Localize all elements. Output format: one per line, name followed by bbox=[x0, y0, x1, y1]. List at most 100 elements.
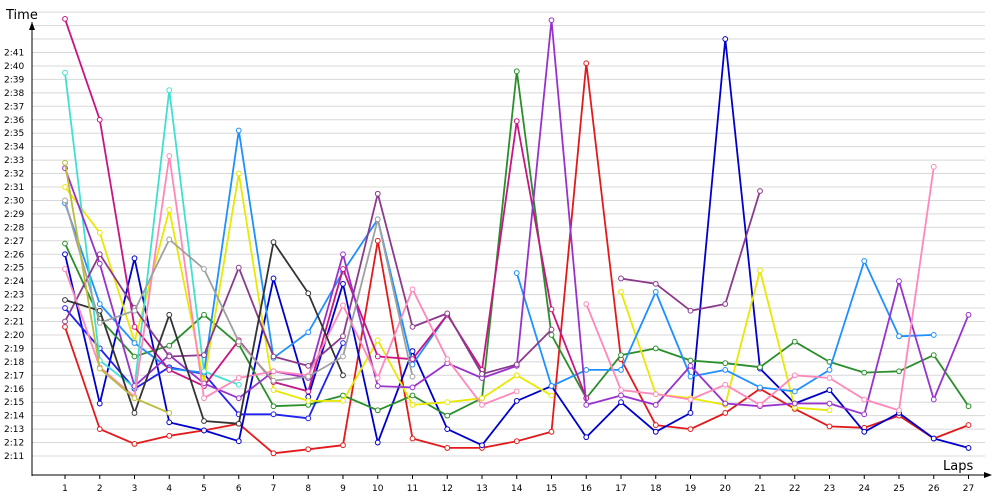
data-point bbox=[965, 445, 972, 451]
data-point bbox=[687, 357, 694, 364]
series-line bbox=[585, 166, 935, 412]
data-point bbox=[96, 260, 103, 267]
data-point bbox=[618, 387, 624, 393]
y-tick-label: 2:27 bbox=[4, 237, 24, 247]
data-point bbox=[722, 400, 729, 407]
series-line bbox=[64, 38, 969, 449]
data-point bbox=[96, 426, 103, 433]
data-point bbox=[409, 373, 416, 380]
data-point bbox=[166, 410, 173, 416]
data-point bbox=[340, 251, 346, 258]
x-tick-label: 21 bbox=[754, 484, 765, 494]
series-line bbox=[64, 72, 240, 389]
data-point bbox=[166, 367, 173, 373]
data-point bbox=[444, 445, 451, 451]
data-point bbox=[722, 360, 729, 367]
data-point bbox=[513, 118, 520, 124]
data-point bbox=[96, 307, 103, 314]
data-point bbox=[201, 368, 207, 375]
data-point bbox=[444, 412, 451, 419]
data-point bbox=[479, 371, 485, 377]
data-point bbox=[548, 383, 555, 389]
data-point bbox=[131, 307, 138, 314]
y-tick-label: 2:16 bbox=[4, 385, 24, 395]
data-point bbox=[270, 411, 277, 418]
data-point bbox=[965, 403, 972, 410]
data-point bbox=[201, 418, 207, 424]
data-point bbox=[374, 407, 381, 414]
data-point bbox=[166, 353, 173, 360]
x-tick-label: 20 bbox=[720, 484, 732, 494]
data-point bbox=[96, 251, 103, 258]
data-point bbox=[548, 306, 555, 313]
data-point bbox=[652, 289, 659, 295]
series-line bbox=[64, 18, 588, 399]
data-point bbox=[166, 206, 173, 213]
data-point bbox=[826, 367, 833, 373]
data-point bbox=[583, 401, 590, 408]
data-point bbox=[62, 240, 68, 247]
data-point bbox=[62, 323, 68, 330]
data-point bbox=[548, 392, 555, 399]
data-point bbox=[201, 395, 207, 402]
data-point bbox=[201, 427, 207, 434]
data-point bbox=[687, 426, 694, 433]
y-tick-label: 2:20 bbox=[4, 331, 24, 341]
data-point bbox=[166, 311, 173, 318]
data-point bbox=[479, 442, 485, 449]
series-14 bbox=[62, 159, 173, 416]
data-point bbox=[687, 307, 694, 314]
data-point bbox=[409, 286, 416, 293]
data-point bbox=[374, 237, 381, 244]
data-point bbox=[687, 396, 694, 403]
data-point bbox=[444, 310, 451, 317]
data-point bbox=[618, 399, 624, 406]
data-point bbox=[826, 375, 833, 381]
x-tick-label: 9 bbox=[340, 484, 346, 494]
data-point bbox=[166, 432, 173, 439]
y-tick-label: 2:33 bbox=[4, 156, 24, 166]
data-point bbox=[235, 420, 242, 427]
data-point bbox=[965, 422, 972, 428]
data-point bbox=[62, 15, 68, 22]
x-tick-label: 24 bbox=[859, 484, 871, 494]
data-point bbox=[305, 388, 312, 395]
x-tick-label: 1 bbox=[62, 484, 68, 494]
y-tick-label: 2:31 bbox=[4, 183, 24, 193]
data-point bbox=[548, 326, 555, 333]
data-point bbox=[409, 401, 416, 408]
data-point bbox=[340, 340, 346, 346]
y-tick-label: 2:24 bbox=[4, 277, 24, 287]
data-point bbox=[652, 391, 659, 398]
data-point bbox=[340, 302, 346, 309]
data-point bbox=[305, 397, 312, 404]
x-tick-label: 16 bbox=[581, 484, 593, 494]
data-point bbox=[270, 353, 277, 360]
data-point bbox=[305, 362, 312, 369]
data-point bbox=[791, 372, 798, 379]
y-tick-label: 2:28 bbox=[4, 223, 24, 233]
x-tick-label: 14 bbox=[511, 484, 523, 494]
data-point bbox=[444, 356, 451, 363]
y-axis-arrow bbox=[29, 22, 35, 30]
data-point bbox=[374, 216, 381, 223]
y-tick-label: 2:41 bbox=[4, 49, 24, 59]
data-point bbox=[583, 301, 590, 307]
data-point bbox=[791, 338, 798, 345]
x-tick-label: 13 bbox=[476, 484, 487, 494]
data-point bbox=[896, 333, 902, 340]
x-tick-label: 19 bbox=[685, 484, 697, 494]
series-line bbox=[620, 190, 761, 312]
data-point bbox=[479, 401, 485, 408]
data-point bbox=[861, 396, 868, 403]
data-point bbox=[409, 348, 416, 354]
x-tick-label: 15 bbox=[546, 484, 557, 494]
y-tick-label: 2:18 bbox=[4, 358, 24, 368]
data-point bbox=[270, 377, 277, 384]
x-axis-title: Laps bbox=[943, 459, 973, 474]
data-point bbox=[96, 365, 103, 372]
data-point bbox=[722, 36, 729, 42]
y-tick-label: 2:21 bbox=[4, 318, 24, 328]
data-point bbox=[62, 266, 68, 272]
data-point bbox=[62, 69, 68, 76]
